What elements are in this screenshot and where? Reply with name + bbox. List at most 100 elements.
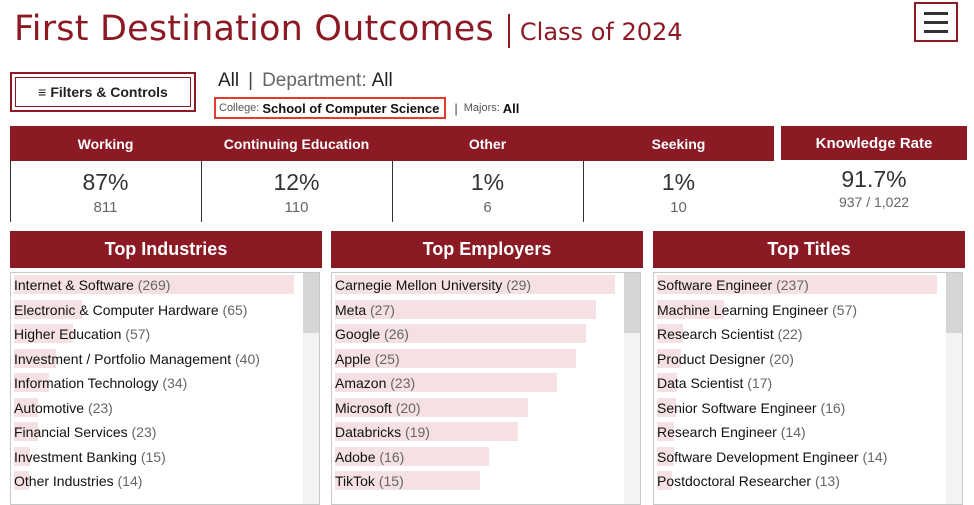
list-item-count: (65) — [222, 301, 248, 318]
list-item[interactable]: TikTok (15) — [332, 469, 640, 494]
stat-continuing-education: Continuing Education 12% 110 — [201, 126, 392, 222]
knowledge-rate-label: Knowledge Rate — [781, 126, 967, 160]
list-item-count: (29) — [506, 277, 532, 293]
top-titles-panel: Top Titles Software Engineer (237) Machin… — [653, 231, 965, 505]
college-filter-highlight[interactable]: College: School of Computer Science — [214, 97, 447, 119]
value-bar — [335, 348, 576, 368]
list-item-text: Other Industries (14) — [14, 472, 142, 490]
list-item-name: Data Scientist — [657, 375, 744, 391]
stat-other: Other 1% 6 — [392, 126, 583, 222]
list-item[interactable]: Investment / Portfolio Management (40) — [11, 347, 319, 372]
stat-label: Seeking — [583, 126, 774, 161]
list-item-name: Carnegie Mellon University — [335, 277, 503, 293]
list-item-count: (20) — [395, 399, 421, 416]
stat-divider — [392, 161, 393, 222]
list-item[interactable]: Carnegie Mellon University (29) — [332, 273, 640, 298]
list-item[interactable]: Microsoft (20) — [332, 396, 640, 421]
list-item-name: Investment Banking — [14, 448, 137, 465]
list-item-name: Apple — [335, 350, 371, 367]
list-item[interactable]: Apple (25) — [332, 347, 640, 372]
list-item[interactable]: Senior Software Engineer (16) — [654, 396, 962, 421]
department-value: All — [371, 70, 393, 91]
list-item[interactable]: Adobe (16) — [332, 445, 640, 470]
value-bar — [14, 397, 38, 417]
filter-lines-icon: ≡ — [38, 84, 47, 100]
list-item-count: (34) — [162, 375, 188, 391]
list-item[interactable]: Financial Services (23) — [11, 420, 319, 445]
knowledge-rate-value: 91.7% — [841, 166, 907, 192]
list-item[interactable]: Automotive (23) — [11, 396, 319, 421]
top-industries-panel: Top Industries Internet & Software (269)… — [10, 231, 322, 505]
majors-label: Majors: — [463, 102, 500, 114]
list-item[interactable]: Research Engineer (14) — [654, 420, 962, 445]
list-item[interactable]: Information Technology (34) — [11, 371, 319, 396]
scrollbar[interactable] — [303, 273, 319, 504]
top-employers-list[interactable]: Carnegie Mellon University (29) Meta (27)… — [331, 272, 641, 505]
list-item[interactable]: Product Designer (20) — [654, 347, 962, 372]
list-item[interactable]: Internet & Software (269) — [11, 273, 319, 298]
outcome-stats: Working 87% 811 Continuing Education 12%… — [10, 126, 774, 222]
scrollbar[interactable] — [946, 273, 962, 504]
list-item-count: (16) — [379, 448, 405, 465]
page-subtitle: Class of 2024 — [519, 18, 683, 46]
list-item[interactable]: Google (26) — [332, 322, 640, 347]
list-item-count: (237) — [776, 277, 809, 293]
stat-count: 6 — [483, 199, 492, 216]
stat-seeking: Seeking 1% 10 — [583, 126, 774, 222]
value-bar — [335, 422, 518, 441]
list-item-name: Machine Learning Engineer — [657, 301, 829, 318]
list-item-count: (19) — [405, 424, 430, 440]
list-item-text: Postdoctoral Researcher (13) — [657, 472, 840, 490]
top-titles-list[interactable]: Software Engineer (237) Machine Learning … — [653, 272, 963, 505]
list-item-text: TikTok (15) — [335, 472, 404, 490]
list-item-name: Other Industries — [14, 473, 114, 489]
scrollbar-thumb[interactable] — [946, 273, 962, 333]
filters-button-label: Filters & Controls — [50, 84, 168, 100]
list-item[interactable]: Other Industries (14) — [11, 469, 319, 494]
list-item[interactable]: Postdoctoral Researcher (13) — [654, 469, 962, 494]
list-item-name: Software Development Engineer — [657, 448, 859, 465]
list-item[interactable]: Data Scientist (17) — [654, 371, 962, 396]
list-item-text: Higher Education (57) — [14, 325, 150, 343]
value-bar — [657, 397, 676, 417]
list-item[interactable]: Higher Education (57) — [11, 322, 319, 347]
filters-controls-button[interactable]: ≡ Filters & Controls — [10, 72, 196, 112]
value-bar — [335, 324, 586, 343]
list-item-count: (25) — [374, 350, 400, 367]
value-bar — [657, 299, 724, 319]
list-item-text: Adobe (16) — [335, 448, 404, 466]
value-bar — [335, 275, 615, 294]
list-item[interactable]: Machine Learning Engineer (57) — [654, 298, 962, 323]
list-item[interactable]: Electronic & Computer Hardware (65) — [11, 298, 319, 323]
list-item[interactable]: Software Engineer (237) — [654, 273, 962, 298]
scrollbar[interactable] — [624, 273, 640, 504]
list-item-name: Software Engineer — [657, 277, 773, 293]
value-bar — [657, 446, 674, 466]
list-item-count: (23) — [87, 399, 113, 416]
list-item-count: (14) — [117, 473, 143, 489]
list-item[interactable]: Databricks (19) — [332, 420, 640, 445]
list-item[interactable]: Investment Banking (15) — [11, 445, 319, 470]
value-bar — [335, 299, 596, 319]
list-item-count: (17) — [747, 375, 773, 391]
value-bar — [657, 422, 674, 441]
panel-title: Top Employers — [331, 231, 643, 268]
scrollbar-thumb[interactable] — [624, 273, 640, 333]
hamburger-menu-icon[interactable] — [914, 2, 958, 42]
list-item[interactable]: Research Scientist (22) — [654, 322, 962, 347]
list-item-count: (26) — [384, 326, 409, 342]
list-item-text: Information Technology (34) — [14, 374, 187, 392]
top-industries-list[interactable]: Internet & Software (269) Electronic & Co… — [10, 272, 320, 505]
list-item[interactable]: Amazon (23) — [332, 371, 640, 396]
stat-label: Other — [392, 126, 583, 161]
list-item[interactable]: Software Development Engineer (14) — [654, 445, 962, 470]
list-item-name: Microsoft — [335, 399, 392, 416]
list-item-text: Investment / Portfolio Management (40) — [14, 350, 260, 368]
page-header: First Destination Outcomes Class of 2024 — [14, 4, 683, 54]
list-item[interactable]: Meta (27) — [332, 298, 640, 323]
list-item-count: (14) — [862, 448, 888, 465]
value-bar — [657, 275, 937, 294]
stat-percent: 1% — [661, 169, 696, 195]
list-item-text: Research Scientist (22) — [657, 325, 803, 343]
scrollbar-thumb[interactable] — [303, 273, 319, 333]
